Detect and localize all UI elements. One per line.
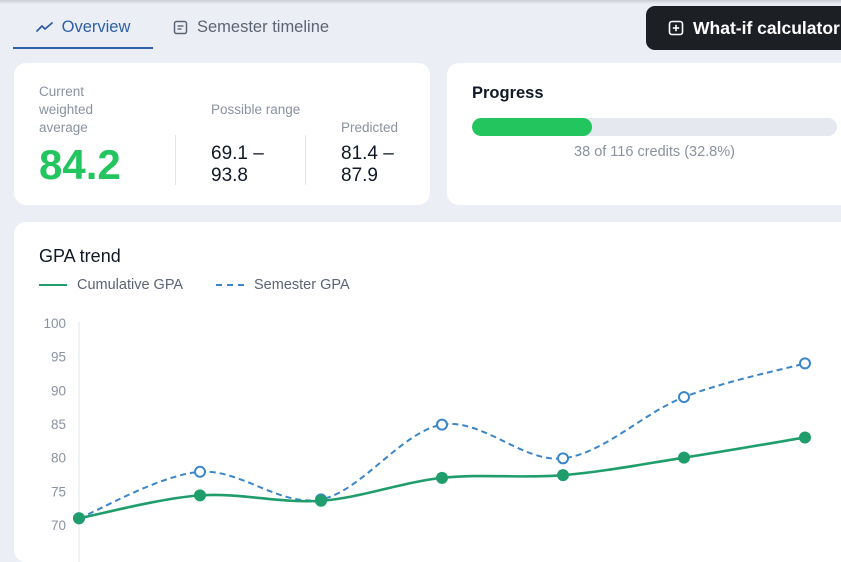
progress-bar: [472, 118, 837, 136]
predicted-value: 81.4 – 87.9: [341, 143, 394, 186]
y-tick-label: 100: [43, 316, 66, 331]
current-average-value: 84.2: [39, 141, 121, 188]
legend-semester-label: Semester GPA: [254, 277, 350, 293]
legend-cumulative-swatch: [39, 284, 67, 286]
divider: [305, 135, 306, 185]
divider: [175, 135, 176, 185]
chart-title: GPA trend: [39, 246, 121, 266]
top-shadow: [0, 0, 841, 4]
semester-gpa-point: [557, 452, 569, 465]
average-card: Current weighted average 84.2 Possible r…: [14, 63, 430, 205]
plus-square-icon: [668, 20, 684, 36]
tab-semester-timeline[interactable]: Semester timeline: [173, 11, 329, 49]
semester-gpa-point: [436, 418, 448, 431]
cumulative-gpa-point: [194, 489, 206, 502]
possible-range-label: Possible range: [211, 102, 301, 117]
legend-cumulative: Cumulative GPA: [39, 277, 183, 293]
legend-cumulative-label: Cumulative GPA: [77, 277, 184, 293]
y-tick-label: 70: [51, 518, 66, 533]
cumulative-gpa-point: [315, 494, 327, 507]
progress-title: Progress: [472, 84, 544, 102]
current-average-label: Current weighted average: [39, 84, 94, 135]
gpa-trend-chart: 70 75 80 85 90 95 100: [43, 316, 811, 562]
semester-gpa-point: [194, 465, 206, 478]
cumulative-gpa-point: [799, 431, 811, 444]
cumulative-gpa-point: [73, 512, 85, 525]
semester-gpa-point: [799, 357, 811, 370]
what-if-calculator-label: What-if calculator: [693, 17, 840, 38]
possible-range-value: 69.1 – 93.8: [211, 143, 264, 186]
tab-overview[interactable]: Overview: [13, 11, 153, 49]
cumulative-gpa-point: [557, 469, 569, 482]
cumulative-gpa-point: [436, 471, 448, 484]
y-tick-label: 90: [51, 383, 66, 398]
semester-gpa-point: [678, 391, 690, 404]
tab-overview-label: Overview: [61, 17, 131, 36]
y-tick-label: 85: [51, 417, 66, 432]
y-tick-label: 80: [51, 451, 66, 466]
gpa-trend-card: GPA trend Cumulative GPA Semester GPA 70…: [14, 222, 841, 562]
y-tick-label: 75: [51, 484, 66, 499]
legend-semester: Semester GPA: [216, 277, 350, 293]
predicted-label: Predicted: [341, 120, 399, 135]
trend-line-icon: [35, 22, 53, 32]
progress-credits-text: 38 of 116 credits (32.8%): [574, 144, 735, 160]
what-if-calculator-button[interactable]: What-if calculator: [646, 6, 841, 50]
cumulative-gpa-point: [678, 451, 690, 464]
legend-semester-swatch: [216, 284, 244, 286]
y-tick-label: 95: [51, 350, 66, 365]
progress-bar-fill: [472, 118, 592, 136]
semester-gpa-line: [78, 362, 806, 520]
document-icon: [173, 20, 188, 34]
tab-semester-timeline-label: Semester timeline: [197, 17, 330, 36]
progress-card: Progress 38 of 116 credits (32.8%): [447, 63, 841, 205]
